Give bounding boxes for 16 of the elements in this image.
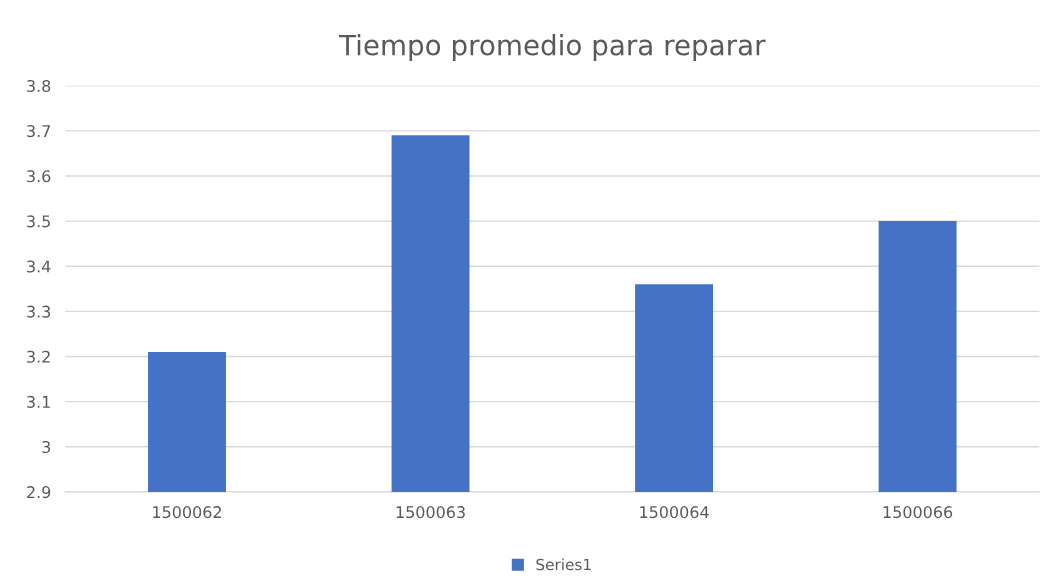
y-tick-label: 3.4 bbox=[27, 260, 51, 273]
y-tick-label: 3.3 bbox=[27, 305, 51, 318]
legend-label: Series1 bbox=[536, 558, 591, 571]
x-tick-label: 1500066 bbox=[883, 506, 953, 519]
y-tick-label: 3.2 bbox=[27, 350, 50, 363]
y-tick-label: 3.1 bbox=[27, 395, 50, 408]
chart-title: Tiempo promedio para reparar bbox=[338, 34, 766, 61]
y-tick-label: 3.7 bbox=[27, 125, 50, 138]
y-tick-label: 3.5 bbox=[27, 215, 50, 228]
y-tick-label: 3.8 bbox=[27, 79, 51, 92]
y-tick-label: 3.6 bbox=[27, 170, 51, 183]
y-tick-label: 3 bbox=[42, 440, 51, 454]
x-tick-label: 1500063 bbox=[396, 506, 465, 519]
x-tick-label: 1500062 bbox=[153, 506, 221, 519]
y-tick-label: 2.9 bbox=[27, 486, 51, 499]
x-tick-label: 1500064 bbox=[640, 506, 709, 519]
